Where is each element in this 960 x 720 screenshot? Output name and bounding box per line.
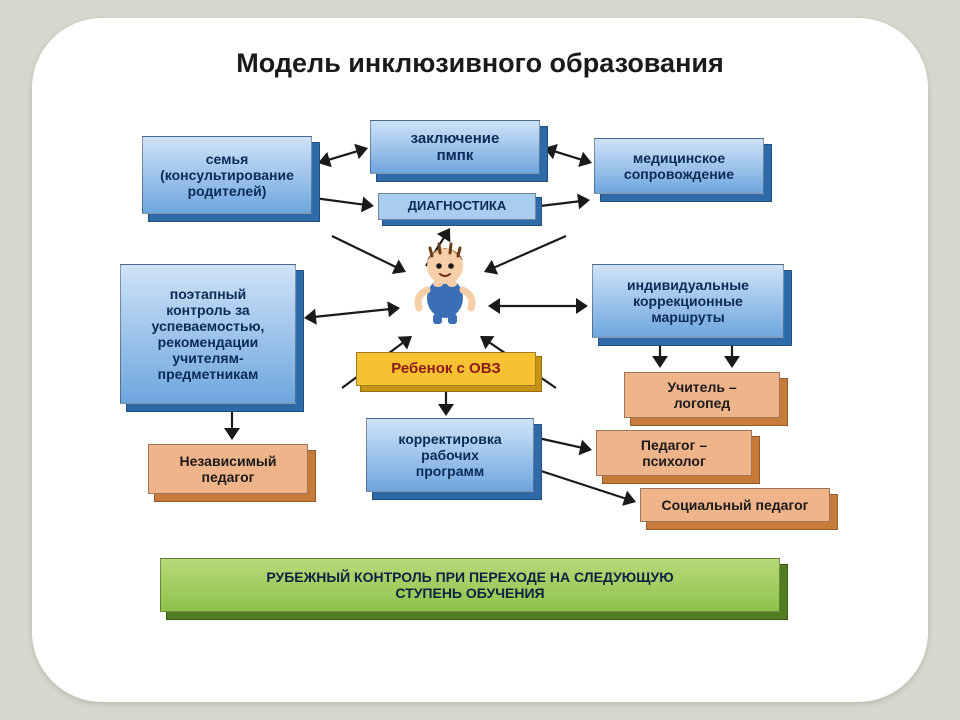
node-footer: РУБЕЖНЫЙ КОНТРОЛЬ ПРИ ПЕРЕХОДЕ НА СЛЕДУЮ… bbox=[160, 558, 780, 612]
node-label: Педагог – психолог bbox=[641, 437, 707, 469]
node-label: корректировка рабочих программ bbox=[398, 431, 501, 479]
page-title: Модель инклюзивного образования bbox=[32, 48, 928, 79]
node-control: поэтапный контроль за успеваемостью, рек… bbox=[120, 264, 296, 404]
node-label: заключение пмпк bbox=[411, 130, 500, 165]
node-label: Социальный педагог bbox=[661, 497, 808, 513]
node-med: медицинское сопровождение bbox=[594, 138, 764, 194]
node-label: ДИАГНОСТИКА bbox=[408, 199, 507, 214]
node-routes: индивидуальные коррекционные маршруты bbox=[592, 264, 784, 338]
node-correct: корректировка рабочих программ bbox=[366, 418, 534, 492]
node-pmpk: заключение пмпк bbox=[370, 120, 540, 174]
node-label: медицинское сопровождение bbox=[624, 150, 734, 182]
node-label: Учитель – логопед bbox=[667, 379, 736, 411]
child-illustration bbox=[410, 236, 480, 326]
node-logoped: Учитель – логопед bbox=[624, 372, 780, 418]
node-label: РУБЕЖНЫЙ КОНТРОЛЬ ПРИ ПЕРЕХОДЕ НА СЛЕДУЮ… bbox=[266, 569, 673, 601]
slide-card: Модель инклюзивного образования семья (к… bbox=[32, 18, 928, 702]
node-label: Ребенок с ОВЗ bbox=[391, 360, 501, 377]
node-social: Социальный педагог bbox=[640, 488, 830, 522]
node-diag: ДИАГНОСТИКА bbox=[378, 193, 536, 220]
node-family: семья (консультирование родителей) bbox=[142, 136, 312, 214]
node-label: семья (консультирование родителей) bbox=[160, 151, 294, 199]
node-label: Независимый педагог bbox=[180, 453, 277, 485]
node-label: поэтапный контроль за успеваемостью, рек… bbox=[152, 286, 265, 383]
node-psych: Педагог – психолог bbox=[596, 430, 752, 476]
node-child-lbl: Ребенок с ОВЗ bbox=[356, 352, 536, 386]
node-label: индивидуальные коррекционные маршруты bbox=[627, 277, 749, 325]
node-indep: Независимый педагог bbox=[148, 444, 308, 494]
